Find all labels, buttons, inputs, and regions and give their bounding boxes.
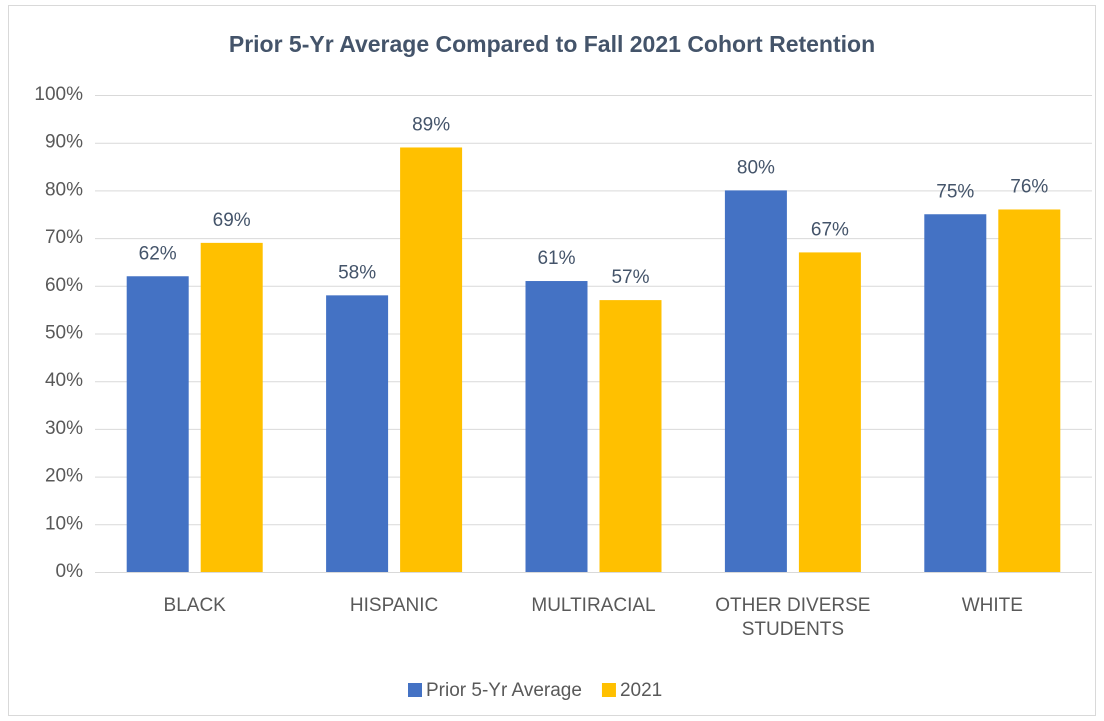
bar	[400, 147, 463, 572]
y-tick-label: 90%	[45, 132, 83, 153]
y-tick-label: 70%	[45, 227, 83, 248]
x-tick-label: WHITE	[961, 595, 1023, 616]
legend-label: 2021	[620, 680, 662, 701]
data-label: 75%	[936, 181, 974, 202]
data-label: 67%	[811, 219, 849, 240]
y-tick-label: 0%	[56, 561, 84, 582]
y-tick-label: 40%	[45, 370, 83, 391]
x-tick-label: MULTIRACIAL	[531, 595, 656, 616]
data-label: 57%	[611, 267, 649, 288]
legend-swatch	[408, 683, 422, 697]
bar	[126, 276, 189, 572]
y-tick-label: 80%	[45, 179, 83, 200]
chart-title: Prior 5-Yr Average Compared to Fall 2021…	[229, 31, 875, 57]
bar	[326, 295, 389, 572]
y-tick-label: 50%	[45, 323, 83, 344]
x-tick-label: HISPANIC	[349, 595, 439, 616]
data-label: 61%	[537, 248, 575, 269]
y-tick-label: 10%	[45, 513, 83, 534]
data-label: 76%	[1010, 176, 1048, 197]
bar	[998, 209, 1061, 573]
data-label: 62%	[139, 243, 177, 264]
bar	[724, 190, 787, 572]
y-tick-label: 60%	[45, 275, 83, 296]
bar	[200, 242, 263, 572]
x-tick-label: OTHER DIVERSE STUDENTS	[715, 595, 871, 640]
y-tick-label: 30%	[45, 418, 83, 439]
data-label: 69%	[213, 210, 251, 231]
bar	[924, 214, 987, 572]
legend-swatch	[601, 683, 616, 697]
x-tick-label: BLACK	[163, 595, 226, 616]
bar	[525, 281, 588, 572]
y-tick-label: 100%	[34, 84, 83, 105]
legend-label: Prior 5-Yr Average	[426, 680, 582, 701]
data-label: 80%	[737, 157, 775, 178]
bar	[798, 252, 861, 572]
y-tick-label: 20%	[45, 466, 83, 487]
data-label: 58%	[338, 262, 376, 283]
bar	[599, 300, 662, 572]
data-label: 89%	[412, 114, 450, 135]
